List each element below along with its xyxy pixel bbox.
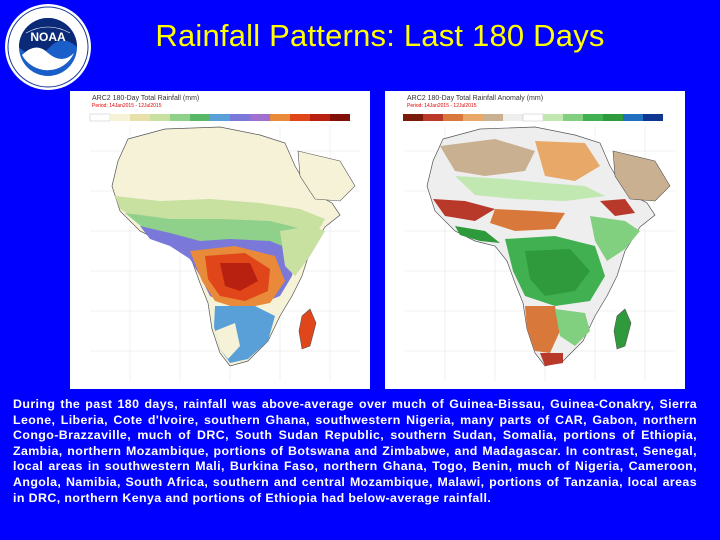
total-rainfall-legend	[89, 113, 350, 122]
total-rainfall-period: Period: 14Jan2015 - 12Jul2015	[92, 103, 162, 109]
rainfall-anomaly-map: ARC2 180-Day Total Rainfall Anomaly (mm)…	[385, 91, 685, 389]
total-rainfall-heading: ARC2 180-Day Total Rainfall (mm)	[92, 95, 200, 102]
rainfall-description: During the past 180 days, rainfall was a…	[13, 397, 697, 505]
rainfall-anomaly-heading: ARC2 180-Day Total Rainfall Anomaly (mm)	[407, 95, 544, 102]
total-rainfall-map-graphic	[70, 91, 370, 389]
rainfall-anomaly-period: Period: 14Jan2015 - 12Jul2015	[407, 103, 477, 109]
logo-text: NOAA	[30, 30, 66, 44]
madagascar	[298, 308, 317, 350]
rainfall-anomaly-map-graphic	[385, 91, 685, 389]
rainfall-anomaly-legend	[403, 113, 663, 122]
page-title: Rainfall Patterns: Last 180 Days	[155, 18, 605, 53]
noaa-logo: NOAA	[4, 3, 92, 91]
total-rainfall-map: ARC2 180-Day Total Rainfall (mm) Period:…	[70, 91, 370, 389]
madagascar-anomaly	[613, 308, 632, 350]
